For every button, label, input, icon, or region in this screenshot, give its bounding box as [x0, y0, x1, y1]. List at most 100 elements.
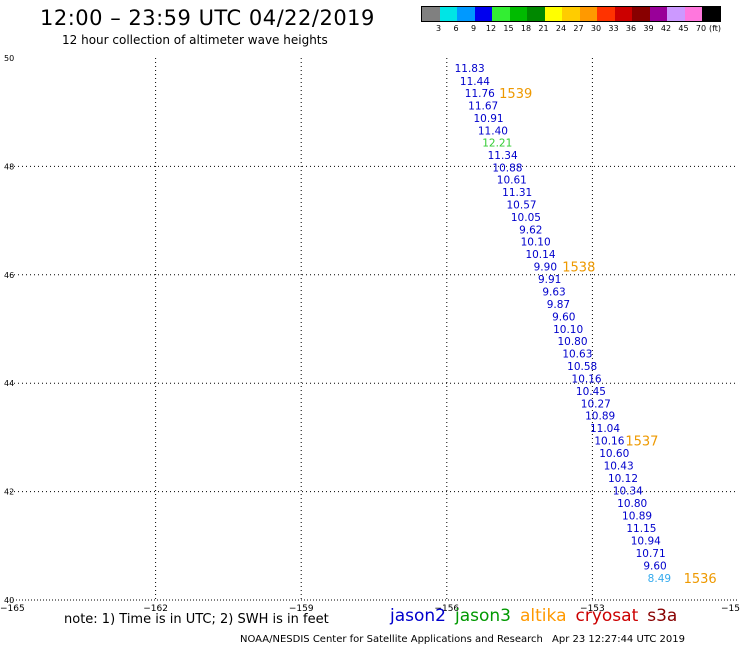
color-scale-label: 42 [660, 24, 672, 33]
wave-height-label: 10.16 [572, 373, 602, 385]
pass-time-label: 1539 [499, 87, 532, 102]
color-scale-label: 9 [470, 24, 477, 33]
wave-height-label: 10.89 [585, 411, 615, 423]
wave-height-label: 11.76 [465, 88, 495, 100]
x-tick-label: −156 [434, 604, 459, 614]
footer-timestamp: Apr 23 12:27:44 UTC 2019 [552, 634, 685, 645]
wave-height-label: 11.44 [460, 76, 490, 88]
y-tick-label: 42 [4, 488, 14, 497]
color-scale-label: 12 [485, 24, 497, 33]
satellite-legend-item: s3a [647, 606, 678, 626]
color-scale-label: 3 [435, 24, 442, 33]
wave-height-label: 10.94 [631, 535, 661, 547]
color-swatch [684, 7, 702, 21]
wave-height-label: 9.63 [542, 287, 565, 299]
color-swatch [614, 7, 632, 21]
pass-time-label: 1536 [684, 572, 717, 587]
color-swatch [527, 7, 545, 21]
color-swatch [439, 7, 457, 21]
wave-height-label: 10.05 [511, 212, 541, 224]
wave-height-label: 10.43 [604, 461, 634, 473]
pass-time-label: 1537 [625, 435, 658, 450]
wave-height-label: 10.27 [581, 398, 611, 410]
wave-height-label: 10.14 [525, 249, 555, 261]
page-title: 12:00 – 23:59 UTC 04/22/2019 [40, 6, 375, 30]
color-scale-label: 36 [625, 24, 637, 33]
wave-height-label: 10.61 [497, 174, 527, 186]
wave-height-label: 10.45 [576, 386, 606, 398]
wave-height-label: 11.34 [488, 150, 518, 162]
wave-height-label: 11.83 [455, 63, 485, 75]
color-swatch [562, 7, 580, 21]
page-subtitle: 12 hour collection of altimeter wave hei… [62, 33, 328, 47]
wave-height-label: 9.87 [547, 299, 570, 311]
color-scale-labels: 3 6 9 12 15 18 21 24 27 30 33 36 39 42 45 70 (ft) [421, 24, 721, 36]
x-tick-label: −159 [289, 604, 314, 614]
color-scale-label: 15 [503, 24, 514, 33]
wave-height-label: 10.71 [636, 548, 666, 560]
wave-height-label: 10.91 [474, 113, 504, 125]
color-swatch [579, 7, 597, 21]
wave-height-label: 10.57 [507, 199, 537, 211]
color-scale-swatches [421, 6, 721, 22]
wave-height-label: 9.62 [519, 224, 542, 236]
wave-height-label: 9.60 [552, 312, 575, 324]
wave-height-label: 10.34 [613, 486, 643, 498]
wave-height-label: 11.40 [478, 126, 508, 138]
color-scale-label: 39 [643, 24, 654, 33]
satellite-legend-item: altika [520, 606, 567, 626]
color-swatch [509, 7, 527, 21]
color-swatch [702, 7, 720, 21]
pass-time-label: 1538 [562, 261, 595, 276]
x-tick-label: −153 [580, 604, 605, 614]
satellite-legend: jason2 jason3 altika cryosat s3a [390, 606, 686, 626]
wave-height-label: 10.16 [594, 436, 624, 448]
color-scale-label: 18 [520, 24, 532, 33]
color-scale-label: 30 [590, 24, 602, 33]
y-tick-label: 46 [4, 271, 14, 280]
x-tick-label: −162 [143, 604, 168, 614]
satellite-legend-item: cryosat [575, 606, 639, 626]
color-swatch [597, 7, 615, 21]
color-swatch [667, 7, 685, 21]
wave-height-label: 11.04 [590, 423, 620, 435]
y-tick-label: 40 [4, 596, 14, 605]
x-tick-label: −15 [721, 604, 740, 614]
satellite-legend-item: jason3 [455, 606, 511, 626]
wave-height-label: 10.10 [521, 237, 551, 249]
color-swatch [544, 7, 562, 21]
y-tick-label: 50 [4, 54, 14, 63]
wave-height-label: 8.49 [648, 573, 671, 585]
wave-height-label: 10.60 [599, 448, 629, 460]
wave-height-label: 11.15 [626, 523, 656, 535]
footer-note: note: 1) Time is in UTC; 2) SWH is in fe… [64, 612, 329, 627]
color-swatch [649, 7, 667, 21]
color-scale-unit: (ft) [708, 24, 722, 33]
wave-height-label: 10.88 [492, 162, 522, 174]
color-swatch [492, 7, 510, 21]
color-scale-label: 33 [608, 24, 619, 33]
footer-credit: NOAA/NESDIS Center for Satellite Applica… [240, 634, 543, 645]
y-tick-label: 44 [4, 379, 14, 388]
wave-height-label: 9.60 [643, 560, 666, 572]
wave-height-label: 10.58 [567, 361, 597, 373]
wave-height-label: 10.80 [617, 498, 647, 510]
wave-height-color-scale: 3 6 9 12 15 18 21 24 27 30 33 36 39 42 45 70 (ft) [421, 6, 721, 36]
wave-height-label: 11.67 [468, 101, 498, 113]
color-scale-label: 6 [453, 24, 459, 33]
color-scale-label: 27 [573, 24, 584, 33]
color-swatch [457, 7, 475, 21]
wave-height-label: 11.31 [502, 187, 532, 199]
wave-height-label: 10.80 [557, 336, 587, 348]
color-swatch [632, 7, 650, 21]
color-scale-label: 45 [678, 24, 689, 33]
wave-height-label: 10.63 [562, 348, 592, 360]
color-swatch [474, 7, 492, 21]
wave-height-label: 12.21 [482, 138, 512, 150]
wave-height-label: 9.91 [538, 274, 561, 286]
satellite-legend-item: jason2 [390, 606, 446, 626]
color-scale-label: 21 [538, 24, 549, 33]
wave-height-label: 10.10 [553, 324, 583, 336]
